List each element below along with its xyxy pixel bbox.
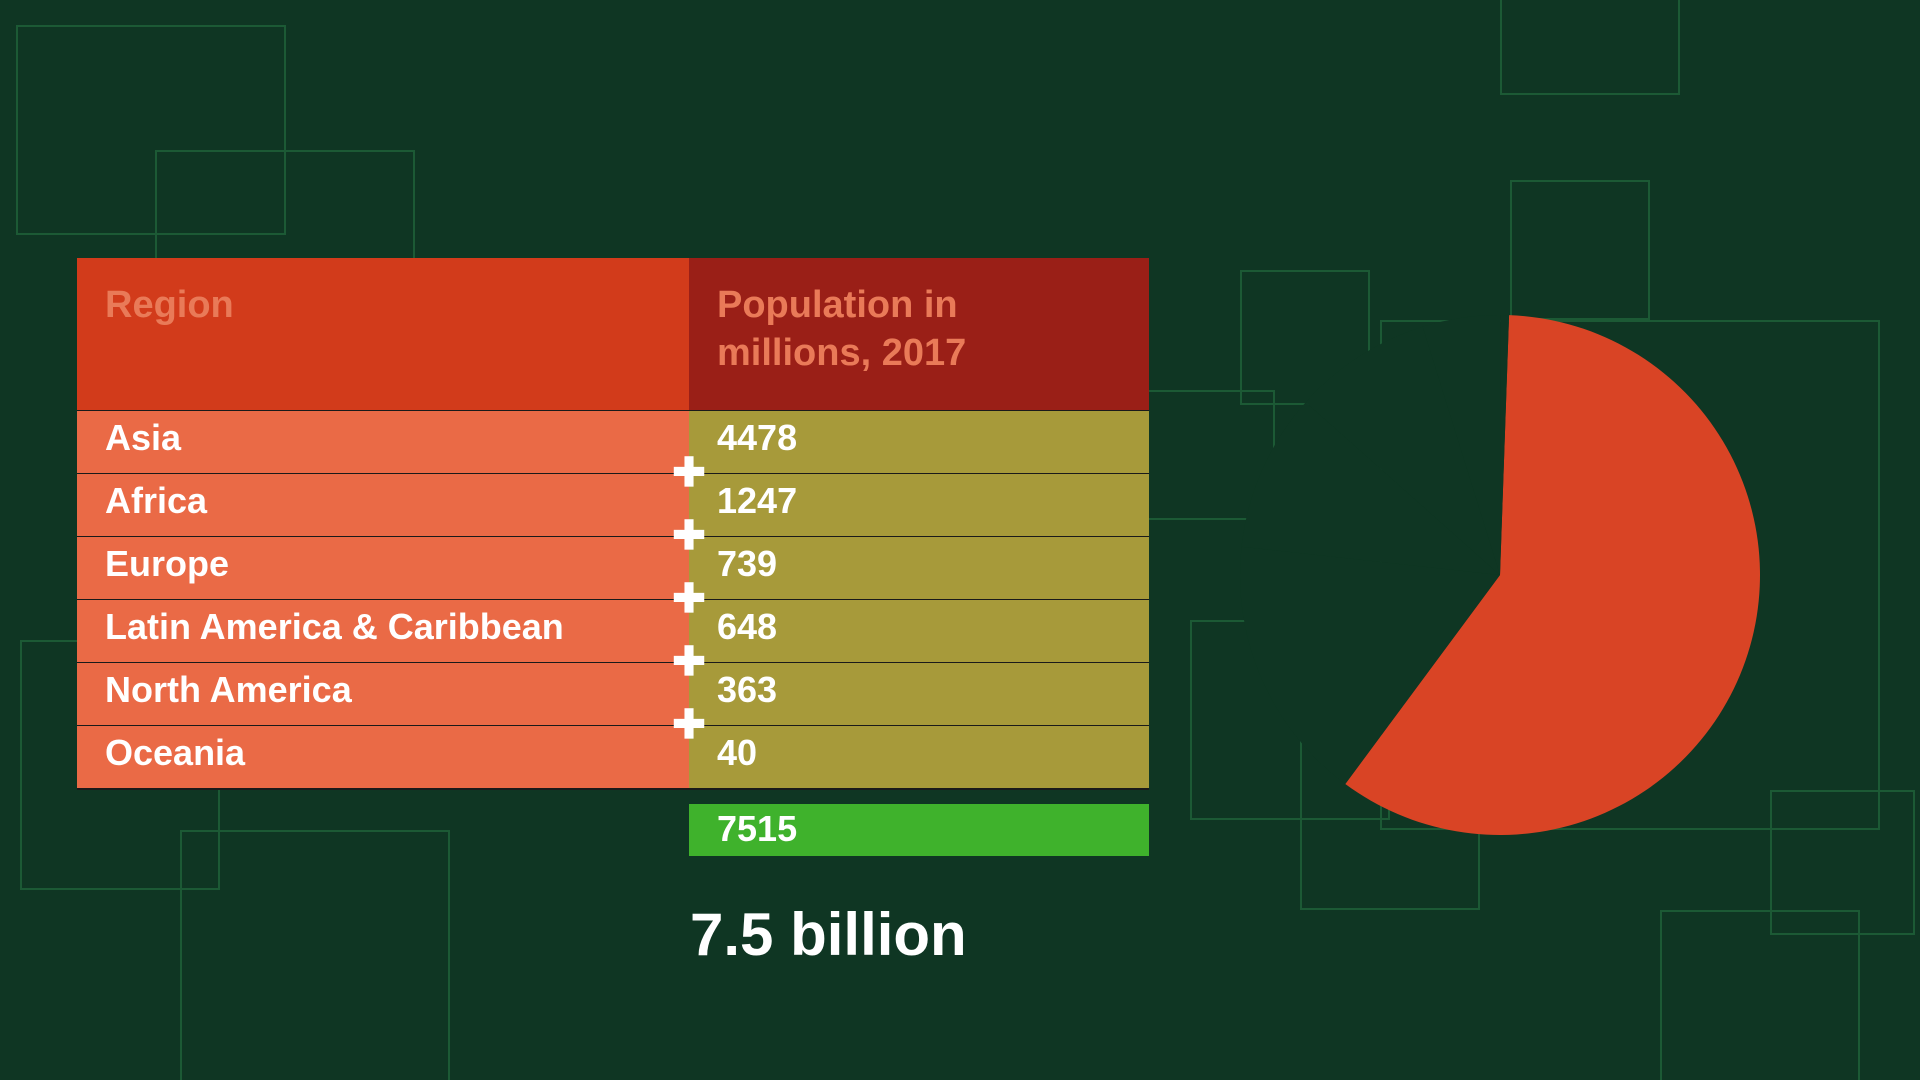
table-body: Asia4478✚Africa1247✚Europe739✚Latin Amer… bbox=[77, 410, 1149, 790]
cell-value: 1247 bbox=[689, 474, 1149, 536]
cell-region: Latin America & Caribbean bbox=[77, 600, 689, 662]
total-row: 7515 bbox=[77, 804, 1149, 856]
cell-region: Africa bbox=[77, 474, 689, 536]
table-row: Oceania40 bbox=[77, 725, 1149, 788]
decor-box bbox=[1660, 910, 1860, 1080]
cell-region: Asia bbox=[77, 411, 689, 473]
table-row: Latin America & Caribbean648 bbox=[77, 599, 1149, 662]
cell-value: 648 bbox=[689, 600, 1149, 662]
decor-box bbox=[1500, 0, 1680, 95]
table-header: Region Population in millions, 2017 bbox=[77, 258, 1149, 410]
table-row: Africa1247 bbox=[77, 473, 1149, 536]
col-header-region: Region bbox=[77, 258, 689, 410]
table-row: Europe739 bbox=[77, 536, 1149, 599]
total-spacer bbox=[77, 804, 689, 856]
stage: Region Population in millions, 2017 Asia… bbox=[0, 0, 1920, 1080]
decor-box bbox=[1510, 180, 1650, 320]
cell-region: Oceania bbox=[77, 726, 689, 788]
cell-value: 739 bbox=[689, 537, 1149, 599]
cell-value: 40 bbox=[689, 726, 1149, 788]
table-row: Asia4478 bbox=[77, 410, 1149, 473]
cell-value: 363 bbox=[689, 663, 1149, 725]
total-value: 7515 bbox=[689, 804, 1149, 856]
cell-region: North America bbox=[77, 663, 689, 725]
table-row: North America363 bbox=[77, 662, 1149, 725]
col-header-population: Population in millions, 2017 bbox=[689, 258, 1149, 410]
population-pie-chart bbox=[1240, 315, 1760, 835]
grand-total-label: 7.5 billion bbox=[690, 900, 967, 969]
cell-value: 4478 bbox=[689, 411, 1149, 473]
cell-region: Europe bbox=[77, 537, 689, 599]
population-table: Region Population in millions, 2017 Asia… bbox=[77, 258, 1149, 856]
decor-box bbox=[180, 830, 450, 1080]
